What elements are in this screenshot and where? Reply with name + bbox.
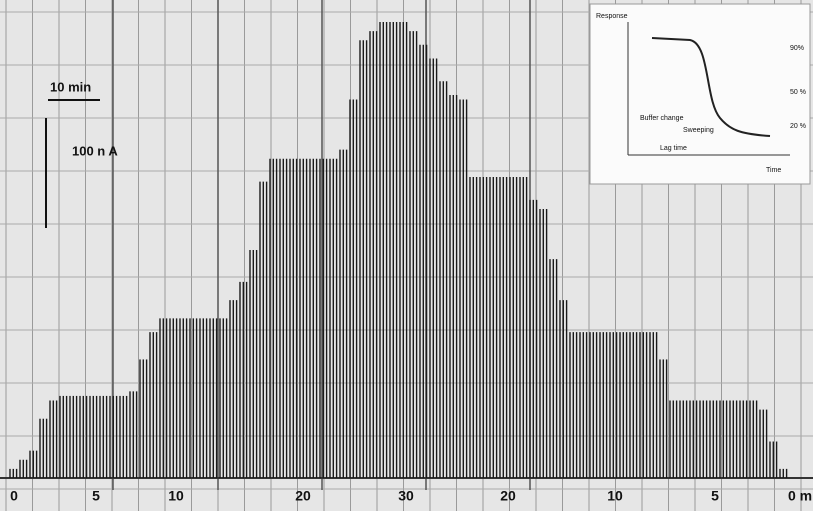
inset-x-label: Time (766, 167, 781, 174)
inset-note: Buffer change (640, 115, 684, 122)
inset-note: Lag time (660, 145, 687, 152)
x-tick-label: 5 (711, 488, 719, 504)
trace (0, 22, 813, 479)
inset-y-label: Response (596, 13, 628, 20)
current-scale-label: 100 n A (72, 143, 118, 158)
scale-bars: 10 min 100 n A (45, 79, 118, 228)
inset-level: 50 % (790, 89, 806, 96)
time-scale-label: 10 min (50, 79, 91, 94)
inset-level: 20 % (790, 123, 806, 130)
inset-box (589, 3, 811, 185)
x-tick-label: 5 (92, 488, 100, 504)
x-labels: 0 5 10 20 30 20 10 5 0 m (10, 488, 812, 504)
x-tick-label: 0 m (788, 488, 812, 504)
x-tick-label: 20 (500, 488, 516, 504)
inset-level: 90% (790, 45, 804, 52)
x-tick-label: 0 (10, 488, 18, 504)
x-tick-label: 10 (168, 488, 184, 504)
inset-curve (651, 37, 771, 137)
inset-note: Sweeping (683, 127, 714, 134)
x-tick-label: 20 (295, 488, 311, 504)
x-tick-label: 10 (607, 488, 623, 504)
x-tick-label: 30 (398, 488, 414, 504)
inset: Response Time 90% 50 % 20 % Buffer chang… (589, 3, 811, 185)
